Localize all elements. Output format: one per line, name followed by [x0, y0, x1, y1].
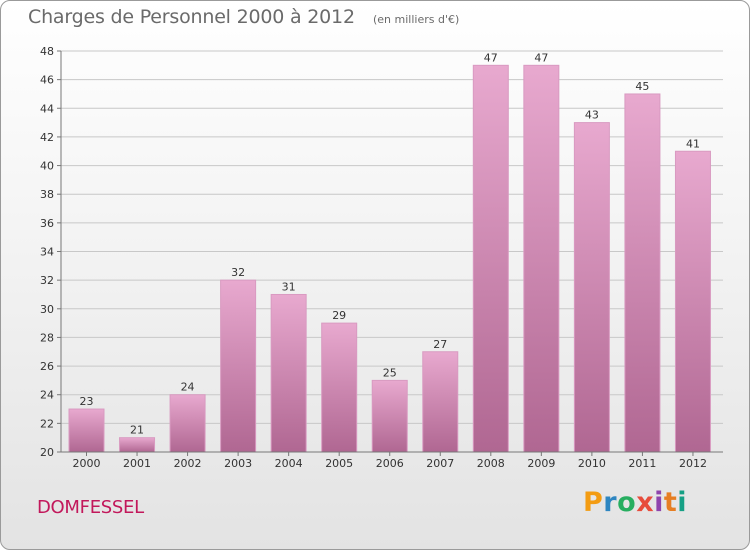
bar-2004 — [270, 293, 307, 453]
logo-letter: i — [677, 487, 688, 518]
bar-2008 — [472, 64, 509, 453]
y-tick-label: 36 — [40, 217, 54, 230]
bar-2011 — [624, 93, 661, 453]
bar-2001 — [119, 437, 156, 453]
data-label: 27 — [433, 338, 447, 351]
bars — [68, 64, 711, 453]
proxiti-logo[interactable]: Proxiti — [583, 487, 687, 518]
y-tick-label: 22 — [40, 417, 54, 430]
y-tick-label: 42 — [40, 131, 54, 144]
logo-letter: P — [583, 487, 604, 518]
data-label: 43 — [585, 109, 599, 122]
logo-letter: x — [636, 487, 655, 518]
data-label: 25 — [383, 366, 397, 379]
data-label: 29 — [332, 309, 346, 322]
bar-2006 — [371, 379, 408, 453]
x-tick-label: 2007 — [426, 457, 454, 470]
x-tick-label: 2003 — [224, 457, 252, 470]
y-tick-label: 38 — [40, 188, 54, 201]
y-tick-label: 26 — [40, 360, 54, 373]
bar-2012 — [674, 150, 711, 453]
data-label: 45 — [635, 80, 649, 93]
y-tick-label: 34 — [40, 246, 54, 259]
bar-2010 — [573, 122, 610, 453]
data-label: 21 — [130, 424, 144, 437]
y-tick-label: 30 — [40, 303, 54, 316]
x-tick-label: 2008 — [477, 457, 505, 470]
logo-letter: t — [663, 487, 678, 518]
x-tick-label: 2012 — [679, 457, 707, 470]
y-tick-label: 44 — [40, 102, 54, 115]
data-label: 24 — [181, 381, 195, 394]
x-tick-label: 2011 — [628, 457, 656, 470]
logo-letter: i — [654, 487, 664, 518]
data-label: 31 — [282, 280, 296, 293]
x-tick-label: 2010 — [578, 457, 606, 470]
bar-2009 — [523, 64, 560, 453]
axes: 20 22 24 26 28 30 32 34 36 38 40 42 44 46 48 2000 2001 20… — [40, 45, 723, 470]
y-tick-label: 40 — [40, 160, 54, 173]
x-tick-label: 2000 — [73, 457, 101, 470]
y-tick-label: 20 — [40, 446, 54, 459]
data-label: 41 — [686, 137, 700, 150]
bar-2005 — [321, 322, 358, 453]
x-tick-label: 2004 — [275, 457, 303, 470]
y-tick-label: 32 — [40, 274, 54, 287]
y-tick-label: 48 — [40, 45, 54, 58]
x-tick-label: 2002 — [174, 457, 202, 470]
chart-subtitle: (en milliers d'€) — [373, 13, 460, 26]
data-label: 47 — [484, 51, 498, 64]
data-label: 23 — [80, 395, 94, 408]
bar-2003 — [220, 279, 257, 453]
data-labels: 23 21 24 32 31 29 25 27 47 47 43 45 41 — [80, 51, 700, 436]
x-tick-label: 2005 — [325, 457, 353, 470]
y-tick-label: 46 — [40, 74, 54, 87]
bar-2007 — [422, 351, 459, 453]
x-tick-label: 2009 — [527, 457, 555, 470]
logo-letter: r — [603, 487, 618, 518]
bar-2002 — [169, 394, 206, 453]
commune-name: DOMFESSEL — [37, 497, 144, 518]
x-tick-label: 2001 — [123, 457, 151, 470]
data-label: 32 — [231, 266, 245, 279]
y-tick-label: 24 — [40, 389, 54, 402]
y-tick-label: 28 — [40, 331, 54, 344]
bar-2000 — [68, 408, 105, 453]
data-label: 47 — [534, 51, 548, 64]
x-tick-label: 2006 — [376, 457, 404, 470]
chart-title: Charges de Personnel 2000 à 2012 — [28, 6, 355, 28]
gridlines — [61, 50, 723, 453]
logo-letter: o — [617, 487, 637, 518]
